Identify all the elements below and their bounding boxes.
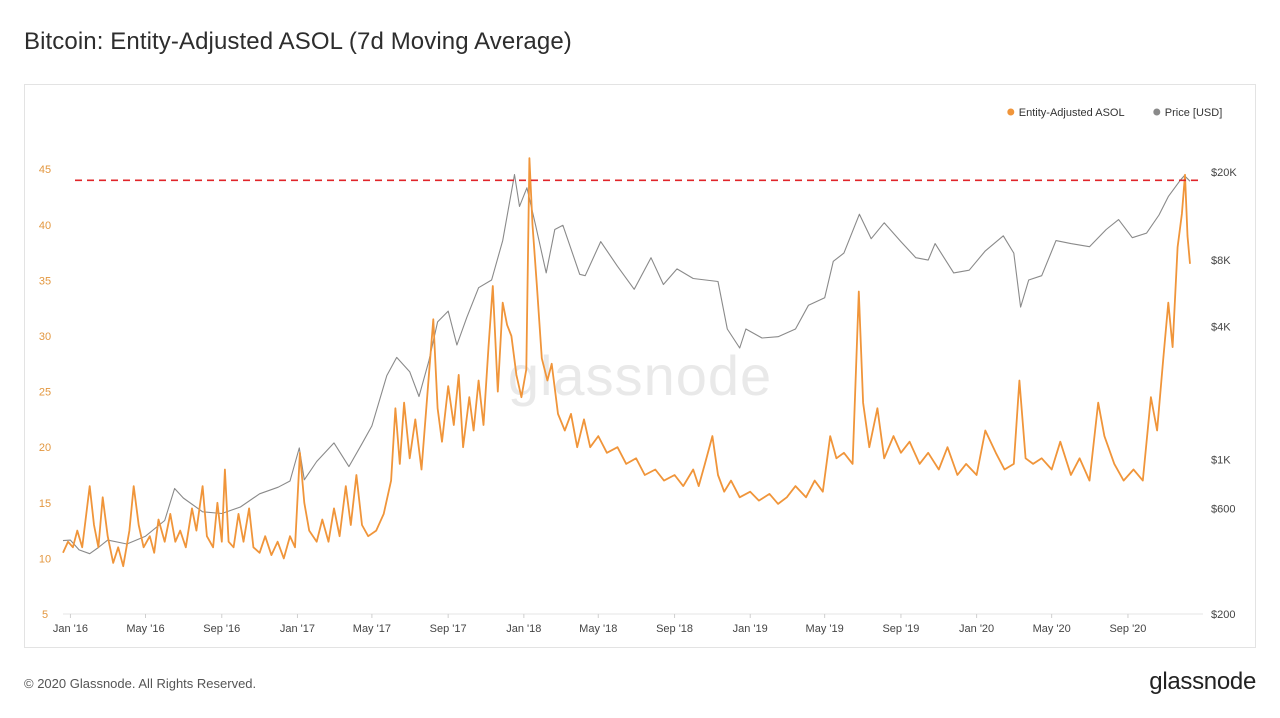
chart-frame: glassnode Entity-Adjusted ASOL Price [USD… [24,84,1256,648]
page-title: Bitcoin: Entity-Adjusted ASOL (7d Moving… [24,28,572,55]
legend-label: Price [USD] [1165,107,1222,119]
series-layer [62,157,1191,568]
watermark: glassnode [508,344,772,407]
legend-swatch [1007,108,1015,116]
x-tick-label: May '20 [1033,623,1071,635]
footer-logo: glassnode [1149,668,1256,695]
x-tick-label: Sep '17 [430,623,467,635]
x-tick-label: Jan '20 [959,623,994,635]
right-tick-label: $8K [1211,255,1231,267]
left-tick-label: 35 [39,275,51,287]
right-tick-label: $4K [1211,322,1231,334]
left-axis-ticks: 5 10 15 20 25 30 35 40 45 [39,164,51,621]
right-tick-label: $200 [1211,609,1235,621]
x-tick-label: May '17 [353,623,391,635]
x-tick-label: Sep '19 [882,623,919,635]
right-tick-label: $1K [1211,455,1231,467]
left-tick-label: 40 [39,220,51,232]
right-tick-label: $600 [1211,504,1235,516]
x-tick-label: Jan '16 [53,623,88,635]
x-tick-label: Jan '18 [506,623,541,635]
left-tick-label: 45 [39,164,51,176]
left-tick-label: 15 [39,498,51,510]
price-series-line [62,174,1191,555]
left-tick-label: 30 [39,331,51,343]
right-axis-ticks: $200 $600 $1K $4K $8K $20K [1211,167,1237,621]
legend-swatch [1153,108,1161,116]
x-tick-label: Sep '18 [656,623,693,635]
left-tick-label: 25 [39,387,51,399]
left-tick-label: 20 [39,442,51,454]
x-tick-label: May '18 [579,623,617,635]
x-tick-label: Jan '17 [280,623,315,635]
asol-series-line [62,157,1191,568]
right-tick-label: $20K [1211,167,1237,179]
legend: Entity-Adjusted ASOL Price [USD] [1007,107,1222,119]
x-axis-ticks: Jan '16 May '16 Sep '16 Jan '17 May '17 Sep '… [53,614,1146,635]
x-tick-label: May '16 [126,623,164,635]
x-tick-label: Jan '19 [733,623,768,635]
left-tick-label: 10 [39,553,51,565]
chart-svg: glassnode Entity-Adjusted ASOL Price [USD… [39,107,1237,635]
x-tick-label: Sep '16 [203,623,240,635]
footer-copyright: © 2020 Glassnode. All Rights Reserved. [24,676,257,691]
x-tick-label: Sep '20 [1109,623,1146,635]
left-tick-label: 5 [42,609,48,621]
x-tick-label: May '19 [806,623,844,635]
legend-label: Entity-Adjusted ASOL [1019,107,1125,119]
